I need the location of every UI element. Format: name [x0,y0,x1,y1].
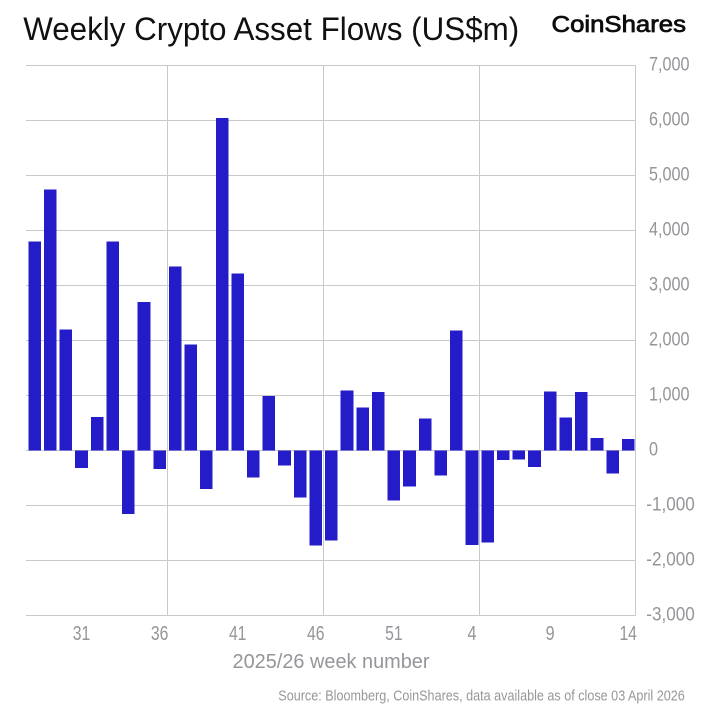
svg-text:-3,000: -3,000 [646,605,695,626]
svg-text:CoinShares: CoinShares [552,11,687,37]
svg-text:3,000: 3,000 [649,275,690,296]
svg-text:0: 0 [649,440,658,461]
svg-text:2025/26 week number: 2025/26 week number [233,651,430,673]
svg-text:31: 31 [73,622,91,645]
svg-text:Source: Bloomberg, CoinShares,: Source: Bloomberg, CoinShares, data avai… [278,689,685,705]
svg-text:2,000: 2,000 [649,330,690,351]
svg-text:5,000: 5,000 [649,165,690,186]
svg-text:Weekly Crypto Asset Flows (US$: Weekly Crypto Asset Flows (US$m) [23,11,519,47]
svg-text:14: 14 [619,622,637,645]
svg-text:4: 4 [468,622,477,645]
svg-text:36: 36 [151,622,169,645]
svg-text:4,000: 4,000 [649,220,690,241]
svg-text:7,000: 7,000 [649,55,690,76]
svg-text:-1,000: -1,000 [646,495,695,516]
svg-text:51: 51 [385,622,403,645]
svg-text:-2,000: -2,000 [646,550,695,571]
svg-text:46: 46 [307,622,325,645]
svg-text:9: 9 [546,622,555,645]
svg-text:6,000: 6,000 [649,110,690,131]
svg-text:41: 41 [229,622,247,645]
svg-text:1,000: 1,000 [649,385,690,406]
